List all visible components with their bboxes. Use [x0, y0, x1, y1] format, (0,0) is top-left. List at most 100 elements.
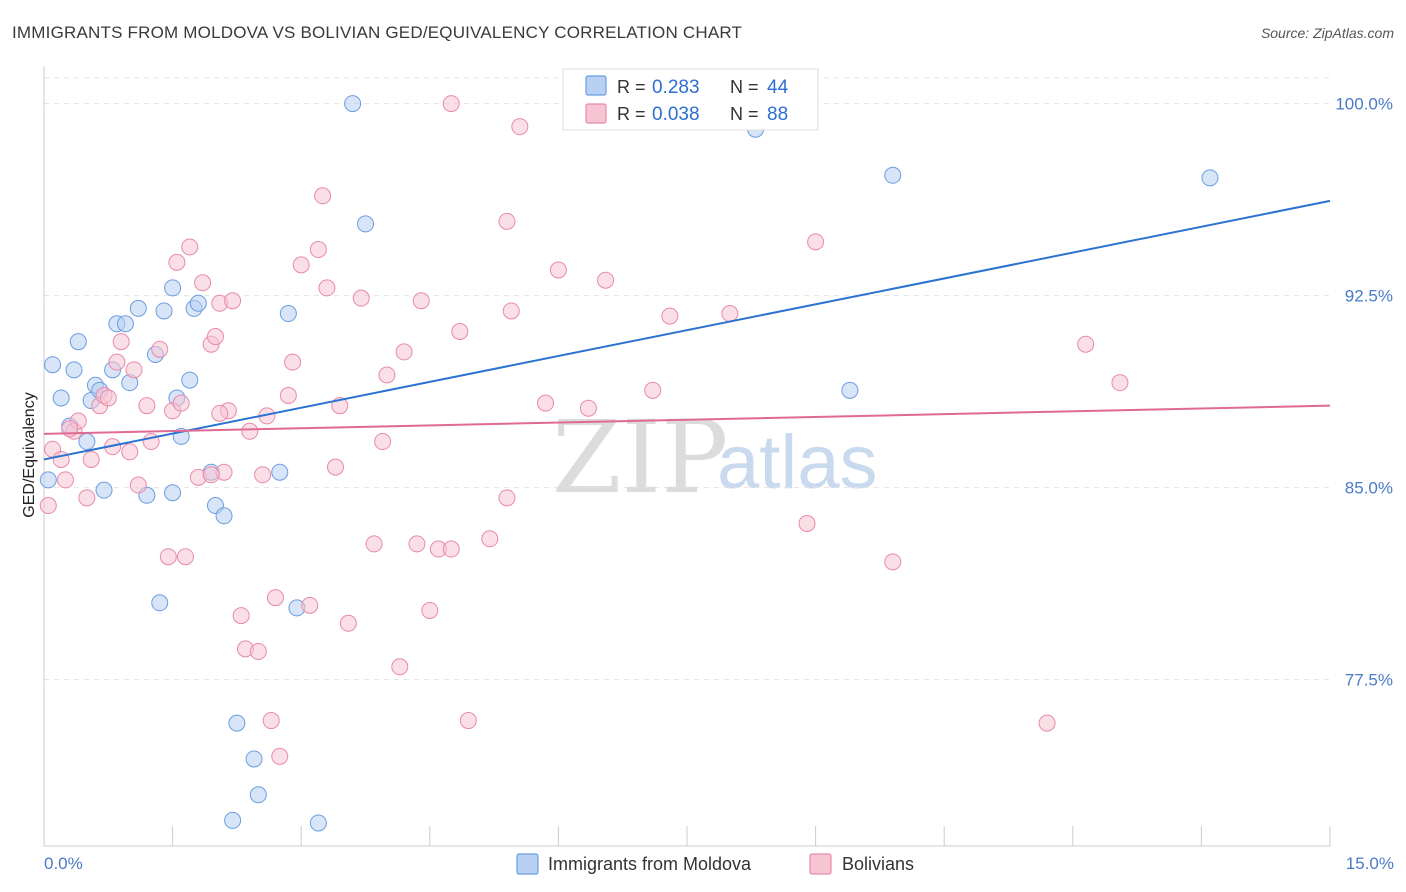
data-point: [841, 381, 859, 399]
data-point: [65, 361, 83, 379]
data-point: [721, 305, 739, 323]
data-point: [108, 353, 126, 371]
data-point: [1201, 169, 1219, 187]
trend-line: [43, 404, 1331, 435]
data-point: [116, 315, 134, 333]
data-point: [798, 514, 816, 532]
stats-legend-swatch-moldova: [585, 75, 607, 96]
data-point: [78, 433, 96, 451]
data-point: [215, 507, 233, 525]
data-point: [202, 466, 220, 484]
data-point: [481, 530, 499, 548]
legend-swatch-moldova: [516, 853, 539, 875]
data-point: [502, 302, 520, 320]
data-point: [884, 553, 902, 571]
data-point: [378, 366, 396, 384]
data-point: [168, 253, 186, 271]
chart-title: IMMIGRANTS FROM MOLDOVA VS BOLIVIAN GED/…: [12, 23, 742, 42]
y-axis-label: GED/Equivalency: [21, 392, 38, 517]
data-point: [82, 450, 100, 468]
data-point: [224, 292, 242, 310]
data-point: [39, 471, 57, 489]
data-point: [266, 589, 284, 607]
data-point: [138, 397, 156, 415]
data-point: [597, 271, 615, 289]
data-point: [537, 394, 555, 412]
data-point: [352, 289, 370, 307]
stats-n-label-moldova: N =: [730, 77, 759, 97]
data-point: [374, 433, 392, 451]
watermark-zip: ZIP: [552, 399, 728, 516]
data-point: [412, 292, 430, 310]
data-point: [395, 343, 413, 361]
data-point: [151, 340, 169, 358]
data-point: [326, 458, 344, 476]
series-bolivians-points: [39, 95, 1129, 765]
data-point: [254, 466, 272, 484]
stats-n-value-bolivians: 88: [767, 104, 788, 125]
data-point: [442, 540, 460, 558]
legend-swatch-bolivians: [809, 853, 832, 875]
trend-line: [43, 199, 1331, 461]
legend-label-bolivians: Bolivians: [842, 854, 914, 874]
data-point: [661, 307, 679, 325]
data-point: [1038, 714, 1056, 732]
data-point: [579, 399, 597, 417]
data-point: [39, 497, 57, 515]
data-point: [309, 241, 327, 259]
data-point: [129, 476, 147, 494]
data-point: [151, 594, 169, 612]
data-point: [224, 811, 242, 829]
data-point: [172, 394, 190, 412]
data-point: [442, 95, 460, 113]
legend-label-moldova: Immigrants from Moldova: [548, 854, 752, 874]
data-point: [56, 471, 74, 489]
data-point: [292, 256, 310, 274]
series-legend: Immigrants from Moldova Bolivians: [516, 853, 914, 875]
data-point: [125, 361, 143, 379]
data-point: [129, 299, 147, 317]
data-point: [365, 535, 383, 553]
data-point: [95, 481, 113, 499]
data-point: [408, 535, 426, 553]
data-point: [228, 714, 246, 732]
data-point: [279, 305, 297, 323]
data-point: [511, 118, 529, 136]
data-point: [52, 389, 70, 407]
stats-r-label-bolivians: R =: [617, 104, 646, 124]
y-tick-label: 85.0%: [1345, 479, 1393, 498]
data-point: [159, 548, 177, 566]
data-point: [245, 750, 263, 768]
data-point: [279, 386, 297, 404]
data-point: [318, 279, 336, 297]
y-tick-label: 92.5%: [1345, 287, 1393, 306]
data-point: [451, 322, 469, 340]
data-point: [44, 356, 62, 374]
data-point: [155, 302, 173, 320]
data-point: [206, 328, 224, 346]
data-point: [459, 712, 477, 730]
data-point: [314, 187, 332, 205]
stats-r-value-moldova: 0.283: [652, 77, 700, 98]
axes: [43, 66, 1331, 847]
data-point: [262, 712, 280, 730]
data-point: [644, 381, 662, 399]
data-point: [112, 333, 130, 351]
x-tick-label-max: 15.0%: [1346, 854, 1394, 873]
data-point: [301, 596, 319, 614]
data-point: [271, 463, 289, 481]
data-point: [241, 422, 259, 440]
stats-r-label-moldova: R =: [617, 77, 646, 97]
y-tick-label: 77.5%: [1345, 671, 1393, 690]
data-point: [121, 443, 139, 461]
data-point: [78, 489, 96, 507]
data-point: [309, 814, 327, 832]
data-point: [549, 261, 567, 279]
data-point: [164, 279, 182, 297]
data-point: [498, 489, 516, 507]
data-point: [884, 166, 902, 184]
data-point: [69, 333, 87, 351]
data-point: [357, 215, 374, 233]
data-point: [344, 95, 362, 113]
